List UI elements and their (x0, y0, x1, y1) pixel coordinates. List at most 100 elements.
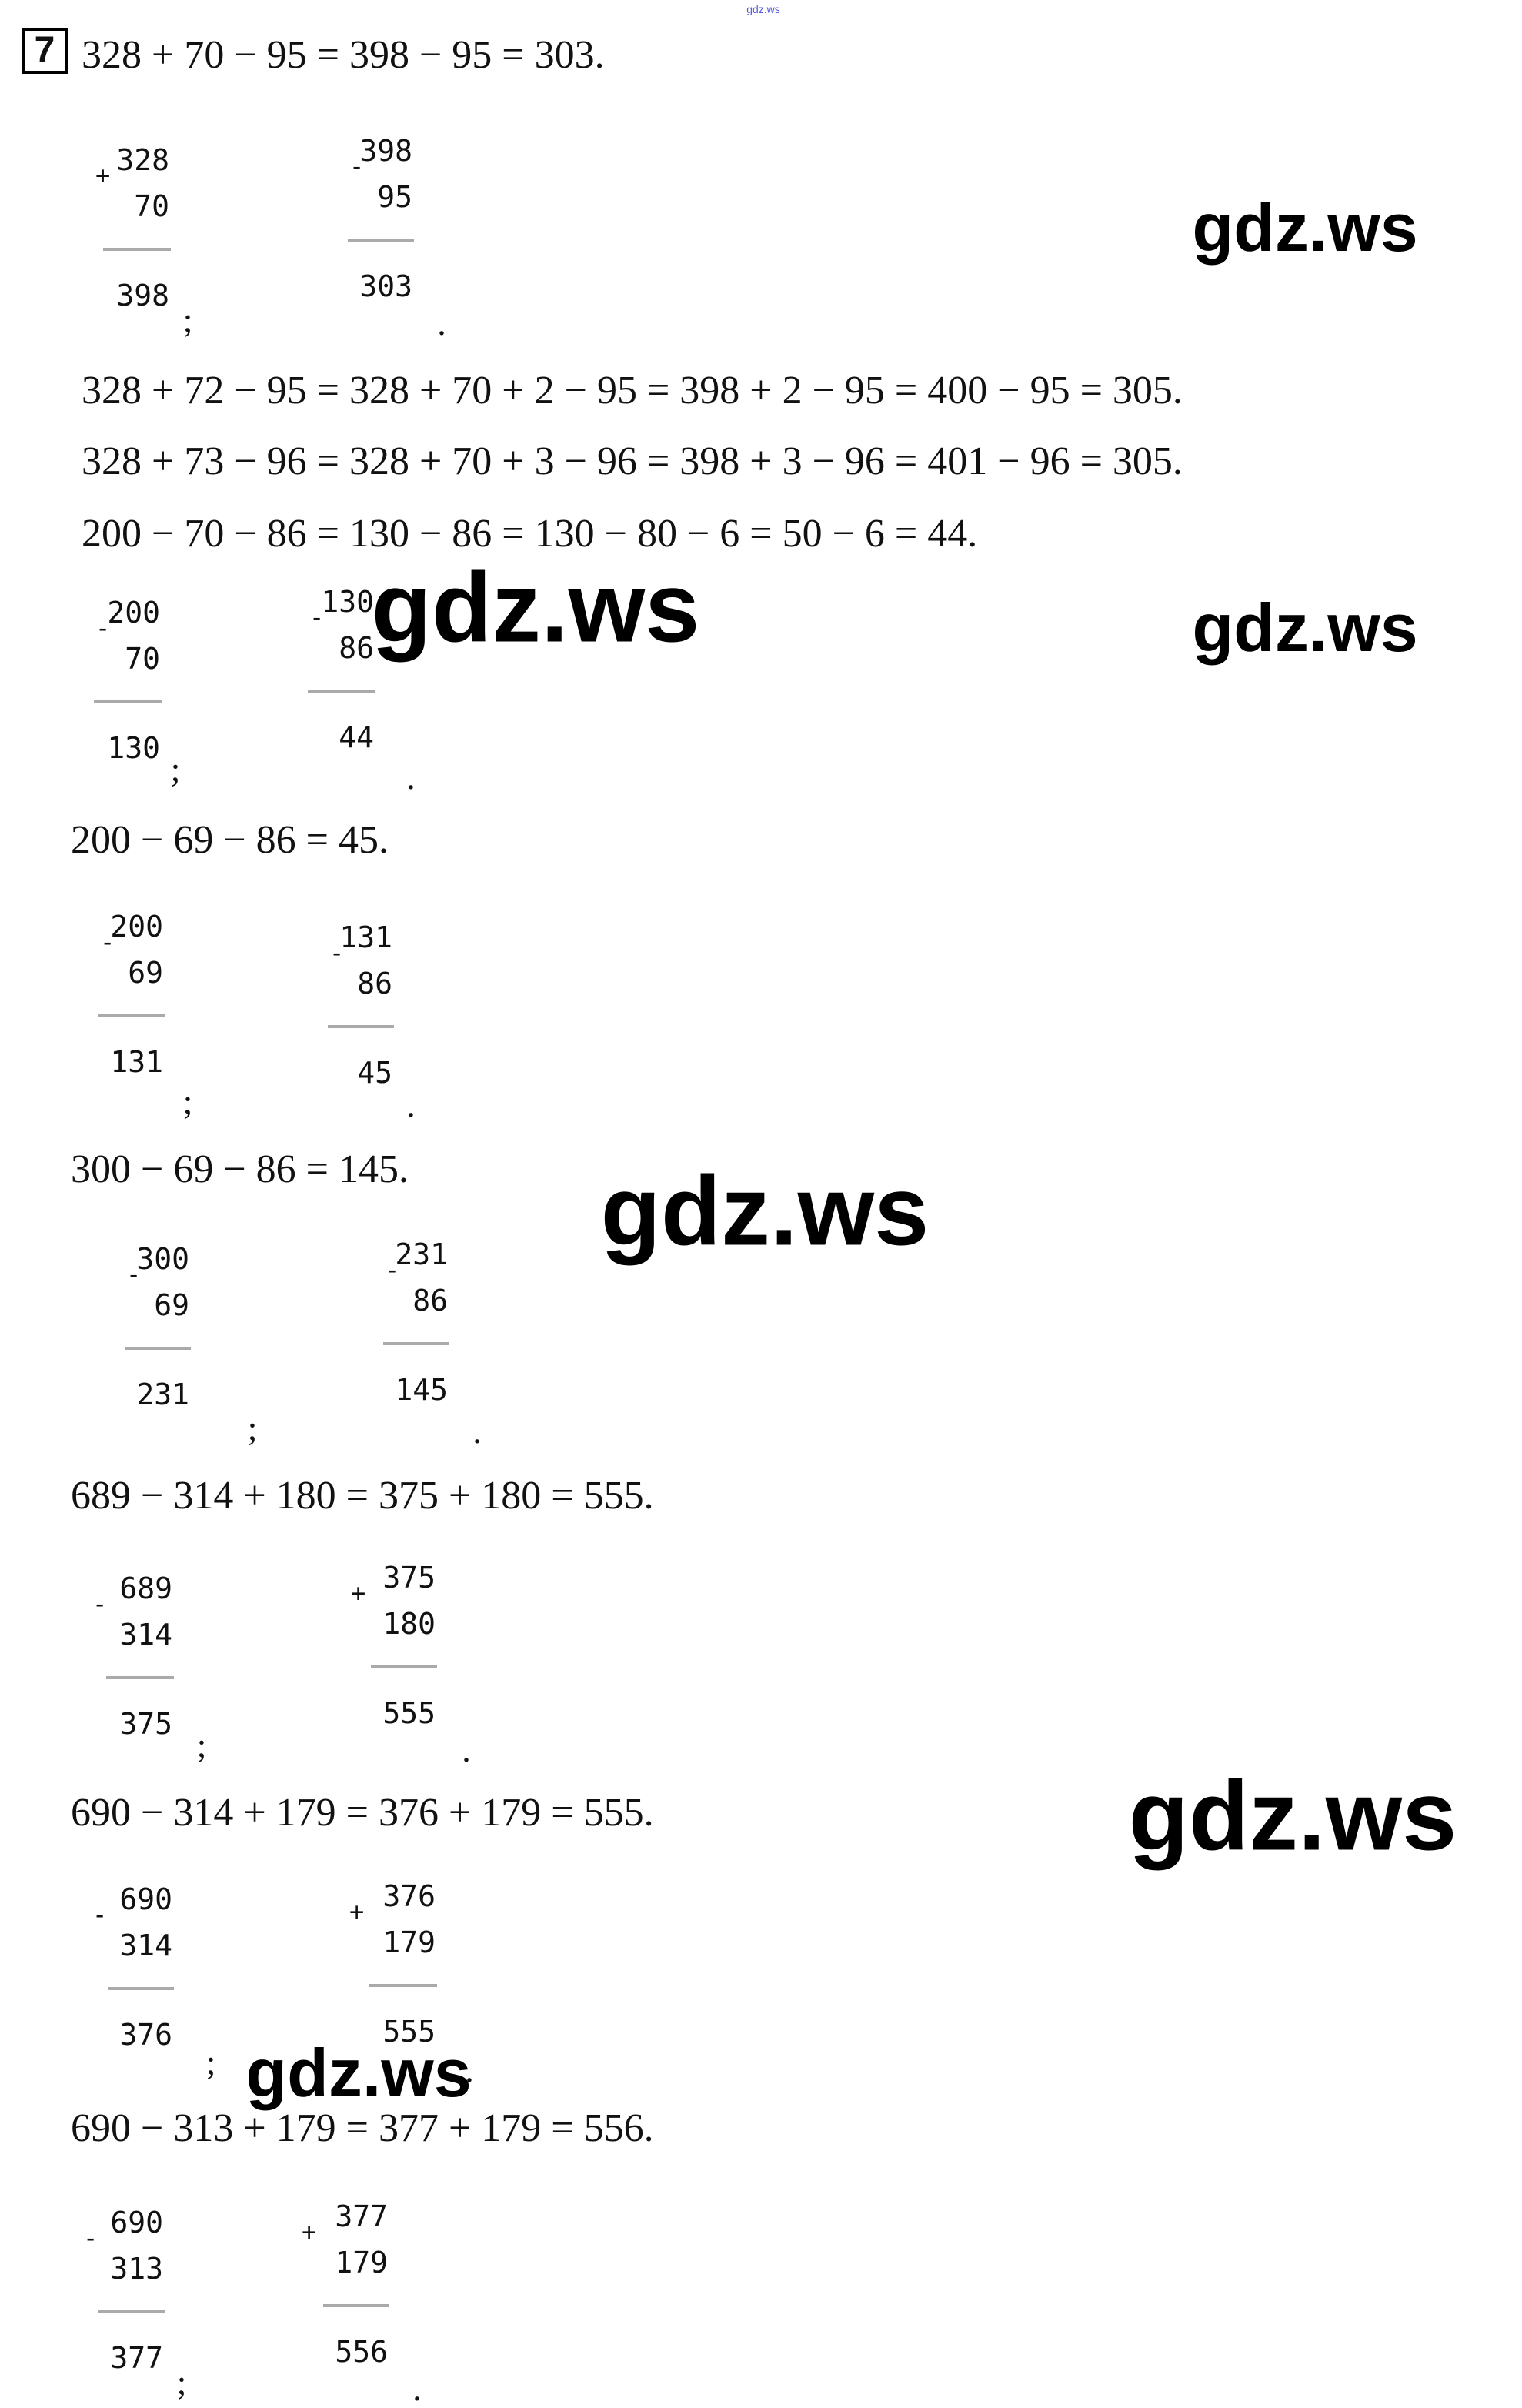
result-line (308, 690, 375, 693)
result-line (348, 239, 414, 242)
result: 555 (382, 2015, 436, 2049)
punctuation: ; (196, 1725, 207, 1765)
second-operand: 314 (119, 1929, 172, 1962)
task-number-box: 7 (22, 28, 68, 74)
punctuation: ; (247, 1408, 258, 1448)
first-operand: 131 (339, 920, 392, 954)
second-operand: 180 (382, 1607, 436, 1641)
result-line (94, 700, 162, 703)
equation-line: 328 + 72 − 95 = 328 + 70 + 2 − 95 = 398 … (82, 369, 1183, 412)
equation-line: 200 − 69 − 86 = 45. (71, 818, 389, 862)
first-operand: 375 (382, 1561, 436, 1595)
result: 44 (339, 720, 374, 754)
second-operand: 95 (377, 180, 412, 214)
result-line (125, 1347, 191, 1350)
result: 303 (359, 269, 412, 303)
column-calculation: 231 86- 145 (383, 1236, 449, 1408)
column-calculation: 398 95- 303 (348, 132, 414, 305)
first-operand: 328 (116, 143, 169, 177)
second-operand: 314 (119, 1618, 172, 1652)
operation-sign: - (329, 938, 345, 967)
punctuation: . (472, 1411, 482, 1451)
first-operand: 690 (110, 2206, 163, 2239)
second-operand: 86 (412, 1284, 448, 1318)
operation-sign: - (92, 1589, 108, 1618)
result: 376 (119, 2018, 172, 2052)
result: 556 (335, 2335, 388, 2369)
operation-sign: - (349, 152, 365, 181)
result: 398 (116, 279, 169, 312)
column-calculation: 130 86- 44 (308, 583, 375, 756)
first-operand: 376 (382, 1879, 436, 1913)
column-calculation: 200 69- 131 (98, 908, 165, 1080)
equation-line: 328 + 73 − 96 = 328 + 70 + 3 − 96 = 398 … (82, 439, 1183, 483)
watermark-small: gdz.ws (746, 3, 780, 15)
result-line (328, 1025, 394, 1028)
first-operand: 377 (335, 2199, 388, 2233)
first-operand: 231 (395, 1237, 448, 1271)
operation-sign: + (351, 1578, 366, 1608)
column-calculation: 375 180 +555 (351, 1559, 437, 1732)
result-line (98, 1014, 165, 1017)
punctuation: . (465, 2050, 474, 2089)
second-operand: 313 (110, 2252, 163, 2286)
watermark: gdz.ws (1192, 589, 1418, 666)
operation-sign: + (349, 1897, 365, 1926)
column-calculation: 690 313- 377 (83, 2204, 165, 2376)
watermark: gdz.ws (245, 2035, 472, 2111)
first-operand: 130 (321, 585, 374, 619)
result-line (371, 1665, 437, 1668)
column-calculation: 689 314- 375 (92, 1570, 174, 1742)
second-operand: 70 (134, 189, 169, 223)
result-line (323, 2304, 389, 2307)
equation-line: 689 − 314 + 180 = 375 + 180 = 555. (71, 1474, 654, 1518)
watermark: gdz.ws (371, 553, 700, 663)
first-operand: 689 (119, 1571, 172, 1605)
result-line (103, 248, 171, 251)
operation-sign: - (100, 927, 115, 957)
punctuation: . (437, 303, 446, 342)
watermark: gdz.ws (600, 1156, 930, 1267)
second-operand: 179 (382, 1925, 436, 1959)
result-line (383, 1342, 449, 1345)
first-operand: 398 (359, 134, 412, 168)
equation-line: 690 − 313 + 179 = 377 + 179 = 556. (71, 2106, 654, 2150)
column-calculation: 377 179 +556 (302, 2198, 389, 2370)
second-operand: 69 (128, 956, 163, 990)
punctuation: . (406, 757, 416, 797)
first-operand: 690 (119, 1882, 172, 1916)
punctuation: ; (205, 2042, 216, 2082)
result-line (106, 1676, 174, 1679)
second-operand: 69 (154, 1288, 189, 1322)
operation-sign: - (385, 1255, 400, 1284)
first-operand: 300 (136, 1242, 189, 1276)
punctuation: . (462, 1730, 471, 1769)
equation-line: 328 + 70 − 95 = 398 − 95 = 303. (82, 33, 605, 77)
watermark: gdz.ws (1192, 189, 1418, 266)
operation-sign: - (126, 1260, 142, 1289)
column-calculation: 690 314- 376 (92, 1881, 174, 2053)
equation-line: 300 − 69 − 86 = 145. (71, 1147, 409, 1191)
equation-line: 200 − 70 − 86 = 130 − 86 = 130 − 80 − 6 … (82, 512, 978, 556)
result: 375 (119, 1707, 172, 1741)
second-operand: 70 (125, 642, 160, 676)
result: 377 (110, 2341, 163, 2375)
operation-sign: + (95, 161, 111, 190)
column-calculation: 300 69- 231 (125, 1241, 191, 1413)
result-line (369, 1984, 437, 1987)
column-calculation: 328 70 +398 (95, 142, 171, 314)
result: 131 (110, 1045, 163, 1079)
column-calculation: 376 179 +555 (349, 1878, 437, 2050)
second-operand: 86 (357, 967, 392, 1000)
result: 145 (395, 1373, 448, 1407)
operation-sign: - (83, 2223, 98, 2253)
result: 555 (382, 1696, 436, 1730)
punctuation: . (412, 2369, 422, 2408)
watermark: gdz.ws (1128, 1761, 1457, 1872)
second-operand: 179 (335, 2246, 388, 2279)
punctuation: ; (170, 750, 181, 789)
second-operand: 86 (339, 631, 374, 665)
result: 130 (107, 731, 160, 765)
first-operand: 200 (107, 596, 160, 630)
punctuation: ; (182, 1082, 193, 1121)
